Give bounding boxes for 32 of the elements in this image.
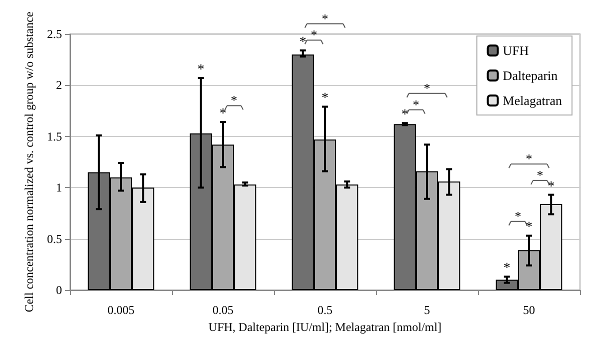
data-label: * — [503, 261, 510, 276]
data-label: * — [526, 220, 532, 236]
data-label: * — [299, 34, 306, 50]
data-label: * — [548, 179, 555, 194]
data-label: * — [220, 106, 226, 122]
text: * — [322, 10, 328, 26]
data-label: * — [322, 91, 328, 106]
annotation: * — [424, 80, 430, 96]
annotation: * — [514, 208, 522, 224]
x-tick-label: 0.005 — [108, 303, 134, 317]
y-tick-label: 2.5 — [47, 27, 62, 41]
legend-label: Melagatran — [502, 93, 562, 108]
annotation: * — [412, 96, 420, 112]
x-tick-label: 50 — [523, 303, 535, 317]
y-tick-label: 0 — [56, 283, 62, 297]
x-tick-label: 0.05 — [212, 303, 234, 317]
y-tick-label: 1 — [56, 180, 62, 195]
legend-label: Dalteparin — [502, 68, 558, 83]
annotation: * — [526, 151, 532, 166]
data-label: * — [401, 108, 408, 123]
annotation: * — [197, 62, 204, 78]
y-axis-title: Cell concentration normalized vs. control group w/o substance — [22, 12, 36, 312]
x-tick-label: 0.5 — [318, 303, 332, 317]
data-label: * — [230, 92, 238, 108]
annotation: * — [310, 27, 318, 42]
legend-label: UFH — [502, 43, 529, 58]
annotation: * — [536, 167, 544, 182]
y-tick-label: 0.5 — [47, 232, 62, 246]
y-tick-label: 2 — [56, 78, 62, 92]
x-tick-label: 5 — [424, 303, 430, 317]
x-axis-title: UFH, Dalteparin [IU/ml]; Melagatran [nmol/ml] — [208, 320, 442, 334]
y-tick-label: 1.5 — [47, 129, 62, 144]
